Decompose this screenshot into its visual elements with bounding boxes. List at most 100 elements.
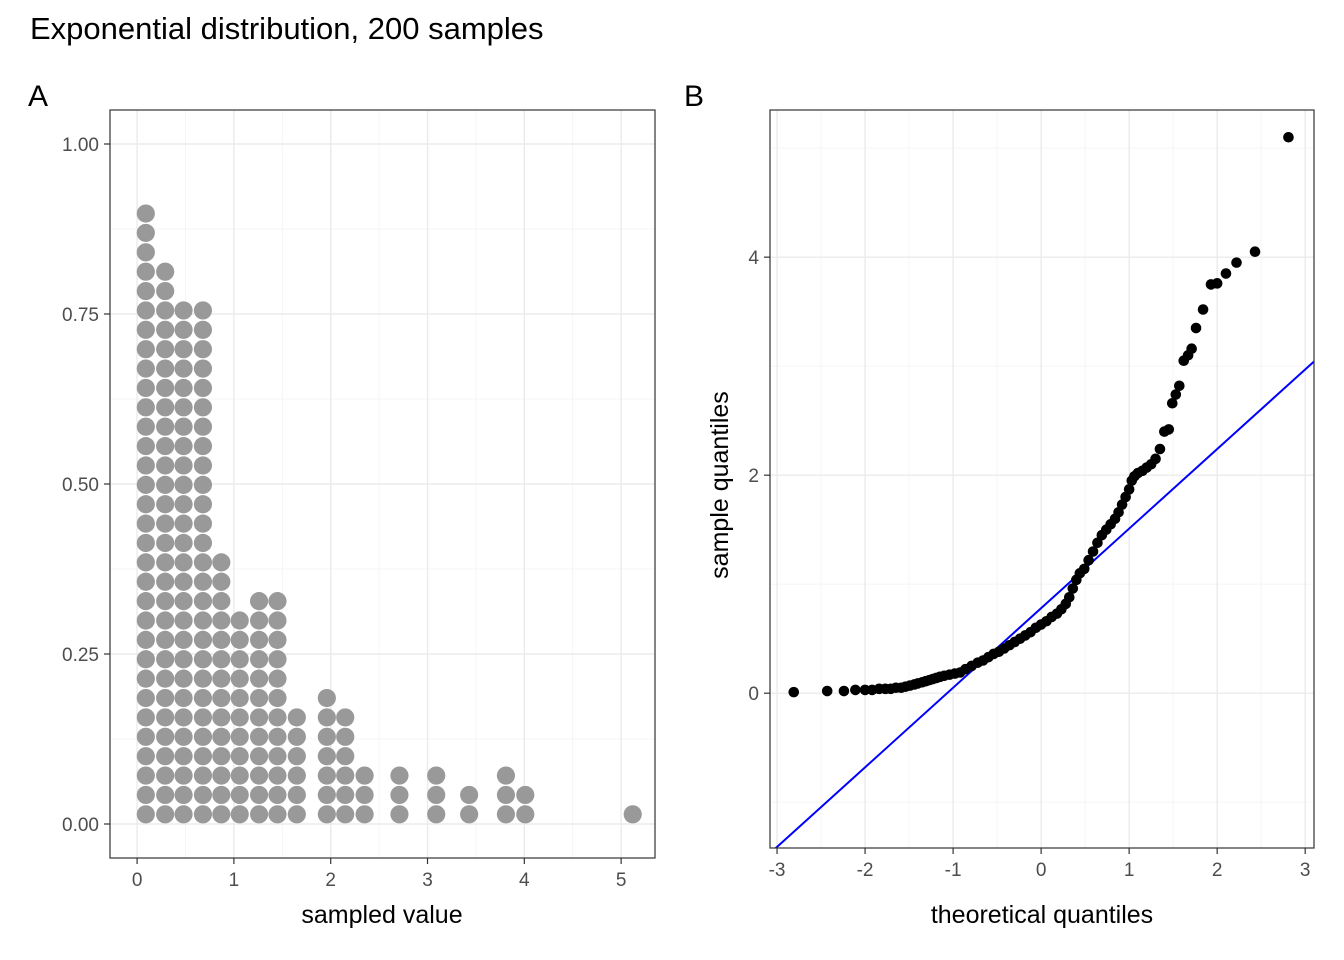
panel-b-y-axis-title: sample quantiles bbox=[706, 391, 734, 579]
dot bbox=[156, 611, 175, 630]
dot bbox=[317, 727, 336, 746]
dot bbox=[156, 553, 175, 572]
dot bbox=[174, 495, 193, 514]
dot bbox=[156, 727, 175, 746]
dot bbox=[268, 805, 287, 824]
dot bbox=[193, 437, 213, 456]
dot bbox=[460, 805, 479, 824]
dot bbox=[193, 417, 213, 436]
dot bbox=[174, 805, 193, 824]
dot bbox=[336, 766, 355, 785]
dot bbox=[212, 572, 231, 591]
dot bbox=[156, 262, 175, 281]
dot bbox=[249, 630, 269, 649]
dot bbox=[156, 475, 175, 494]
dot bbox=[136, 281, 155, 301]
dot bbox=[268, 785, 287, 805]
dot bbox=[249, 785, 269, 805]
dot bbox=[336, 805, 355, 824]
dot bbox=[212, 688, 231, 708]
dot bbox=[193, 708, 213, 727]
dot bbox=[136, 727, 155, 746]
dot bbox=[212, 630, 231, 649]
dot bbox=[136, 223, 155, 242]
dot bbox=[136, 262, 155, 281]
qq-point bbox=[1067, 583, 1079, 594]
dot bbox=[156, 398, 175, 417]
qq-point bbox=[1283, 131, 1294, 143]
dot bbox=[136, 320, 155, 339]
dot bbox=[268, 727, 287, 746]
dot bbox=[249, 611, 269, 630]
dot bbox=[230, 805, 249, 824]
dot bbox=[174, 301, 193, 320]
dot bbox=[136, 650, 155, 669]
dot bbox=[460, 785, 479, 805]
dot bbox=[156, 301, 175, 320]
qq-point bbox=[1154, 443, 1166, 455]
panel-b-border bbox=[769, 109, 1315, 849]
dot bbox=[193, 592, 213, 611]
dot bbox=[174, 398, 193, 417]
qq-point bbox=[1186, 343, 1197, 355]
panel-a-x-tick-label: 2 bbox=[325, 870, 336, 891]
dot bbox=[193, 805, 213, 824]
dot bbox=[249, 592, 269, 611]
panel-b-x-tick-label: 0 bbox=[1036, 860, 1047, 881]
dot bbox=[156, 320, 175, 339]
qq-point bbox=[1197, 304, 1209, 315]
dot bbox=[268, 611, 287, 630]
dot bbox=[156, 495, 175, 514]
dot bbox=[136, 204, 155, 223]
dot bbox=[193, 572, 213, 591]
dot bbox=[287, 747, 306, 766]
dot bbox=[212, 785, 231, 805]
dot bbox=[355, 805, 374, 824]
qq-point bbox=[1211, 278, 1223, 289]
dot bbox=[268, 747, 287, 766]
dot bbox=[212, 553, 231, 572]
dot bbox=[136, 398, 155, 417]
dot bbox=[193, 495, 213, 514]
dot bbox=[156, 688, 175, 708]
dot bbox=[390, 785, 409, 805]
panel-a-y-tick-label: 0.00 bbox=[62, 815, 99, 836]
dot bbox=[336, 727, 355, 746]
figure-title: Exponential distribution, 200 samples bbox=[30, 11, 544, 46]
panel-a-dotplot: A 0 1 2 3 4 5 0.00 0.25 0.50 0.75 1.00 sampled val… bbox=[28, 80, 656, 929]
qq-point bbox=[1174, 380, 1185, 392]
dot bbox=[156, 417, 175, 436]
qq-point bbox=[788, 686, 800, 698]
dot bbox=[156, 747, 175, 766]
dot bbox=[174, 785, 193, 805]
dot bbox=[212, 592, 231, 611]
qq-point bbox=[1063, 591, 1075, 603]
panel-b-tag: B bbox=[684, 80, 704, 113]
panel-a-marks bbox=[136, 204, 642, 824]
dot bbox=[193, 378, 213, 398]
dot bbox=[427, 766, 446, 785]
dot bbox=[174, 688, 193, 708]
dot bbox=[156, 805, 175, 824]
dot bbox=[174, 611, 193, 630]
dot bbox=[156, 281, 175, 301]
qq-point bbox=[1163, 424, 1175, 435]
dot bbox=[136, 785, 155, 805]
dot bbox=[174, 630, 193, 649]
dot bbox=[496, 766, 516, 785]
dot bbox=[230, 785, 249, 805]
panel-b-x-axis-title: theoretical quantiles bbox=[931, 901, 1153, 929]
dot bbox=[136, 708, 155, 727]
dot bbox=[268, 688, 287, 708]
qq-reference-line bbox=[774, 360, 1314, 848]
dot bbox=[516, 785, 535, 805]
dot bbox=[317, 708, 336, 727]
dot bbox=[193, 669, 213, 688]
dot bbox=[249, 669, 269, 688]
dot bbox=[212, 805, 231, 824]
dot bbox=[136, 572, 155, 591]
panel-b-x-tick-label: -2 bbox=[857, 860, 874, 881]
qq-point bbox=[838, 685, 850, 697]
dot bbox=[230, 650, 249, 669]
